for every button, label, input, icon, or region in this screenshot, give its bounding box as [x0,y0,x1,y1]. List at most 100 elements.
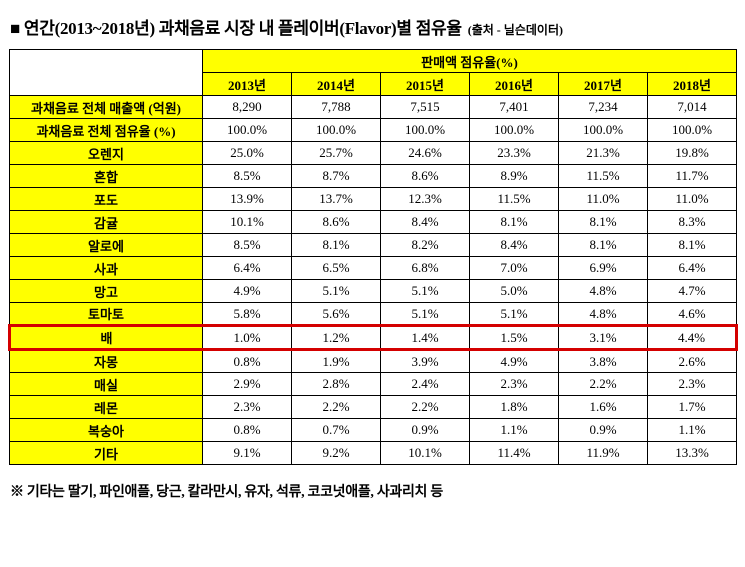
value-cell: 3.9% [380,349,470,373]
value-cell: 8.2% [380,233,470,257]
row-label: 자몽 [9,349,203,373]
value-cell: 2.6% [646,349,738,373]
value-cell: 100.0% [469,118,559,142]
value-cell: 8.1% [469,210,559,234]
value-cell: 8.1% [558,210,648,234]
value-cell: 1.5% [469,324,559,351]
value-cell: 3.1% [558,324,648,351]
value-cell: 4.8% [558,302,648,326]
column-header: 2015년 [380,72,470,96]
column-header: 2014년 [291,72,381,96]
value-cell: 10.1% [202,210,292,234]
value-cell: 2.3% [646,372,738,396]
value-cell: 100.0% [291,118,381,142]
value-cell: 8.4% [380,210,470,234]
row-label: 복숭아 [9,418,203,442]
value-cell: 0.8% [202,349,292,373]
value-cell: 3.8% [558,349,648,373]
value-cell: 6.5% [291,256,381,280]
value-cell: 8.4% [469,233,559,257]
value-cell: 2.3% [469,372,559,396]
value-cell: 2.8% [291,372,381,396]
value-cell: 1.1% [469,418,559,442]
row-label: 감귤 [9,210,203,234]
value-cell: 5.1% [380,279,470,303]
value-cell: 8.9% [469,164,559,188]
value-cell: 4.6% [646,302,738,326]
value-cell: 2.9% [202,372,292,396]
row-label: 포도 [9,187,203,211]
flavor-share-table: 판매액 점유율(%) 2013년 2014년 2015년 2016년 2017년 2018… [8,49,739,465]
value-cell: 6.4% [646,256,738,280]
value-cell: 7,788 [291,95,381,119]
table-row: 오렌지 25.0% 25.7% 24.6% 23.3% 21.3% 19.8% [9,141,738,165]
value-cell: 6.9% [558,256,648,280]
value-cell: 9.2% [291,441,381,465]
table-row: 포도 13.9% 13.7% 12.3% 11.5% 11.0% 11.0% [9,187,738,211]
column-header: 2013년 [202,72,292,96]
value-cell: 11.4% [469,441,559,465]
table-row: 매실 2.9% 2.8% 2.4% 2.3% 2.2% 2.3% [9,372,738,396]
value-cell: 0.9% [380,418,470,442]
value-cell: 1.6% [558,395,648,419]
row-label: 사과 [9,256,203,280]
table-row: 과채음료 전체 매출액 (억원) 8,290 7,788 7,515 7,401 7,23… [9,95,738,119]
value-cell: 11.9% [558,441,648,465]
table-row: 과채음료 전체 점유율 (%) 100.0% 100.0% 100.0% 100.0% 1… [9,118,738,142]
source-label: (출처 - 닐슨데이터) [467,23,564,37]
value-cell: 7.0% [469,256,559,280]
row-label: 레몬 [9,395,203,419]
value-cell: 2.2% [380,395,470,419]
table-row: 혼합 8.5% 8.7% 8.6% 8.9% 11.5% 11.7% [9,164,738,188]
value-cell: 11.5% [558,164,648,188]
value-cell: 7,234 [558,95,648,119]
value-cell: 5.8% [202,302,292,326]
table-header-row-2: 2013년 2014년 2015년 2016년 2017년 2018년 [10,72,738,96]
title-row: ■ 연간(2013~2018년) 과채음료 시장 내 플레이버(Flavor)별… [8,10,737,49]
value-cell: 8.5% [202,164,292,188]
value-cell: 0.7% [291,418,381,442]
table-row: 알로에 8.5% 8.1% 8.2% 8.4% 8.1% 8.1% [9,233,738,257]
value-cell: 13.3% [646,441,738,465]
row-label: 오렌지 [9,141,203,165]
value-cell: 7,401 [469,95,559,119]
value-cell: 8.7% [291,164,381,188]
row-label: 토마토 [9,302,203,326]
value-cell: 13.7% [291,187,381,211]
value-cell: 24.6% [380,141,470,165]
span-header: 판매액 점유율(%) [201,49,738,73]
row-label: 과채음료 전체 점유율 (%) [9,118,203,142]
value-cell: 1.2% [291,324,381,351]
table-row: 사과 6.4% 6.5% 6.8% 7.0% 6.9% 6.4% [9,256,738,280]
value-cell: 8,290 [202,95,292,119]
value-cell: 12.3% [380,187,470,211]
value-cell: 100.0% [202,118,292,142]
value-cell: 4.8% [558,279,648,303]
value-cell: 8.3% [646,210,738,234]
value-cell: 1.7% [646,395,738,419]
value-cell: 7,515 [380,95,470,119]
table-header-row-1: 판매액 점유율(%) [9,49,738,96]
value-cell: 1.9% [291,349,381,373]
value-cell: 100.0% [558,118,648,142]
value-cell: 6.8% [380,256,470,280]
table-row: 망고 4.9% 5.1% 5.1% 5.0% 4.8% 4.7% [9,279,738,303]
row-label: 망고 [9,279,203,303]
table-row: 자몽 0.8% 1.9% 3.9% 4.9% 3.8% 2.6% [9,349,738,373]
value-cell: 8.6% [291,210,381,234]
value-cell: 8.5% [202,233,292,257]
page-title: ■ 연간(2013~2018년) 과채음료 시장 내 플레이버(Flavor)별… [10,19,462,38]
value-cell: 6.4% [202,256,292,280]
value-cell: 19.8% [646,141,738,165]
value-cell: 4.4% [646,324,739,351]
value-cell: 0.9% [558,418,648,442]
value-cell: 8.1% [558,233,648,257]
value-cell: 5.1% [291,279,381,303]
value-cell: 23.3% [469,141,559,165]
value-cell: 1.1% [646,418,738,442]
value-cell: 4.7% [646,279,738,303]
row-label: 배 [8,324,203,351]
table-row: 토마토 5.8% 5.6% 5.1% 5.1% 4.8% 4.6% [9,302,738,326]
value-cell: 2.2% [291,395,381,419]
